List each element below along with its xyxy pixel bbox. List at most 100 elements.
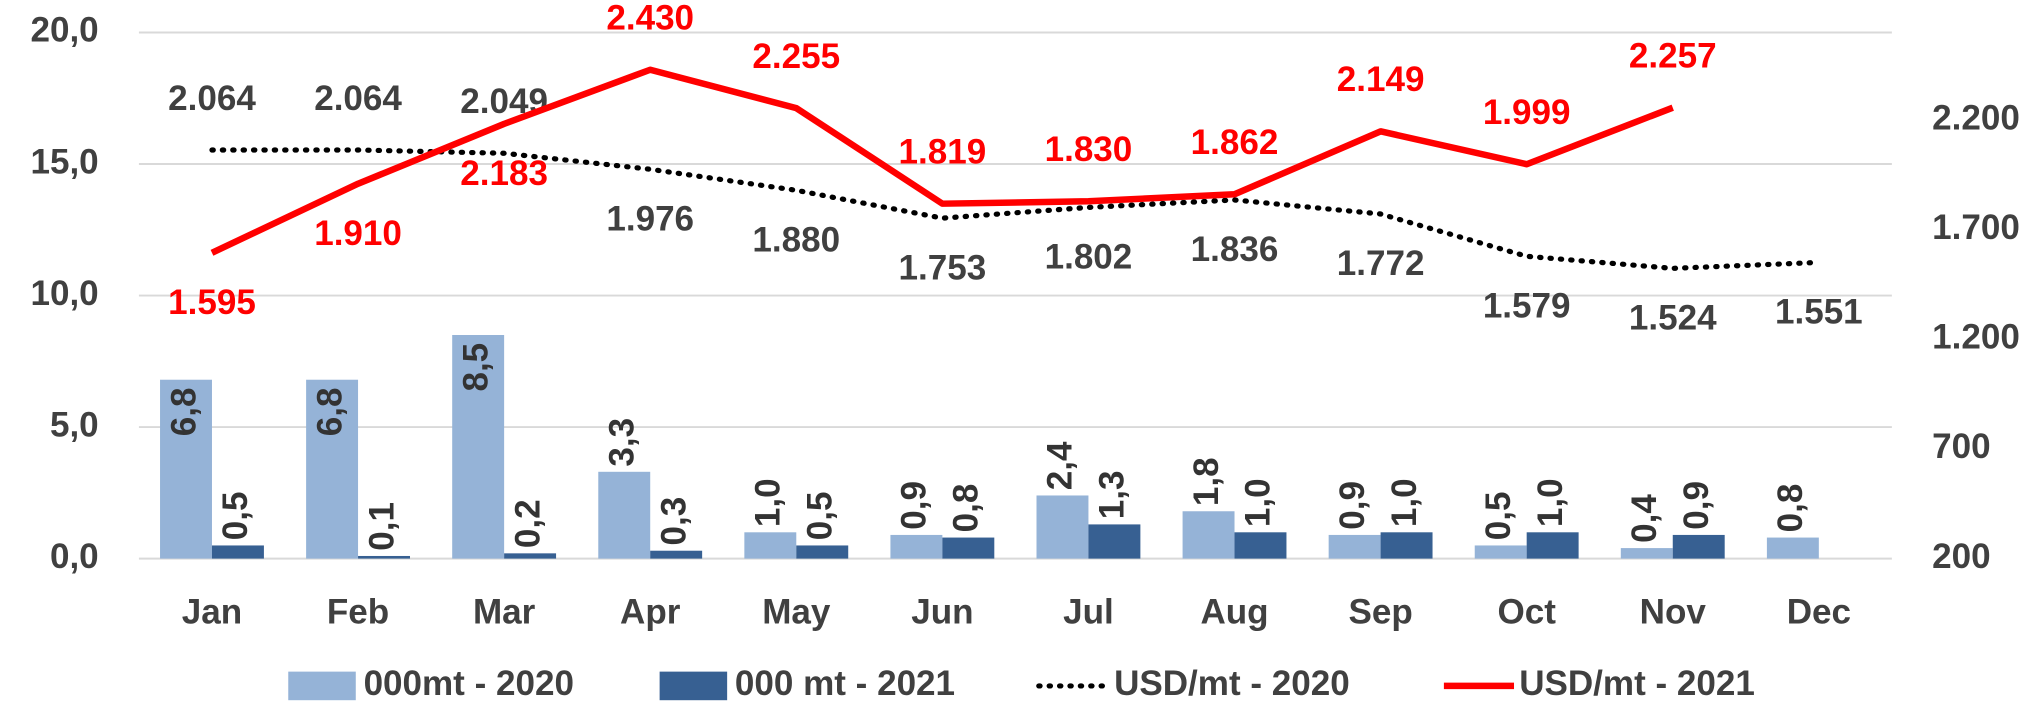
bar — [160, 379, 212, 559]
bar — [650, 550, 703, 559]
line-value-label: 1.772 — [1337, 244, 1425, 283]
line-value-label: 1.880 — [752, 221, 840, 260]
bar-value-label: 6,8 — [310, 388, 349, 437]
bar-value-label: 0,9 — [1677, 481, 1716, 530]
y-tick-label: 20,0 — [30, 11, 98, 50]
bar — [1234, 532, 1287, 559]
bar — [1036, 495, 1089, 559]
line-value-label: 2.183 — [460, 154, 548, 193]
line-value-label: 1.579 — [1483, 287, 1571, 326]
legend-swatch — [659, 671, 728, 701]
y-tick-label: 15,0 — [30, 142, 98, 181]
x-tick-label: Apr — [620, 593, 681, 632]
y2-tick-label: 200 — [1932, 537, 1990, 576]
line-value-label: 2.257 — [1629, 37, 1717, 76]
line-value-label: 2.149 — [1337, 60, 1425, 99]
bar — [504, 553, 557, 559]
x-tick-label: Dec — [1787, 593, 1851, 632]
legend-label: 000mt - 2020 — [364, 664, 574, 703]
bar-value-label: 0,4 — [1625, 494, 1664, 543]
bar — [1766, 537, 1819, 559]
line-value-label: 1.524 — [1629, 299, 1717, 338]
x-tick-label: Aug — [1200, 593, 1268, 632]
bar-value-label: 1,0 — [749, 478, 788, 527]
x-tick-label: Sep — [1348, 593, 1412, 632]
line-value-label: 2.064 — [168, 79, 256, 118]
bar — [1672, 534, 1725, 559]
bar-value-label: 0,1 — [362, 502, 401, 551]
bar — [1182, 511, 1235, 559]
line-value-label: 1.595 — [168, 283, 256, 322]
x-tick-label: Mar — [473, 593, 536, 632]
x-tick-label: May — [762, 593, 831, 632]
line-value-label: 1.819 — [899, 133, 987, 172]
x-tick-label: Nov — [1640, 593, 1707, 632]
y-tick-label: 5,0 — [50, 405, 99, 444]
y2-tick-label: 1.700 — [1932, 208, 2020, 247]
bar — [306, 379, 359, 559]
bar-value-label: 1,0 — [1239, 478, 1278, 527]
bar-value-label: 0,8 — [947, 484, 986, 533]
bar-value-label: 0,8 — [1771, 484, 1810, 533]
bar — [1474, 545, 1527, 559]
line-value-label: 1.910 — [314, 214, 402, 253]
bar-value-label: 0,5 — [216, 492, 255, 541]
bar — [358, 555, 410, 559]
bar — [211, 545, 264, 559]
legend-label: USD/mt - 2020 — [1114, 664, 1350, 703]
bar — [1526, 532, 1579, 559]
legend-swatch — [288, 671, 356, 701]
legend-label: USD/mt - 2021 — [1519, 664, 1755, 703]
bar-value-label: 1,0 — [1531, 478, 1570, 527]
line-value-label: 1.551 — [1775, 293, 1863, 332]
bar-value-label: 1,3 — [1093, 470, 1132, 519]
bar — [1328, 534, 1381, 559]
bar — [796, 545, 849, 559]
x-tick-label: Oct — [1497, 593, 1556, 632]
bar — [1088, 524, 1141, 559]
bar-value-label: 8,5 — [456, 343, 495, 392]
bar-value-label: 0,5 — [801, 492, 840, 541]
line-value-label: 1.976 — [606, 199, 694, 238]
line-value-label: 1.862 — [1191, 123, 1279, 162]
y2-tick-label: 1.200 — [1932, 318, 2020, 357]
bar-value-label: 0,9 — [895, 481, 934, 530]
x-tick-label: Jul — [1063, 593, 1114, 632]
y2-tick-label: 700 — [1932, 427, 1990, 466]
bar-value-label: 0,5 — [1479, 492, 1518, 541]
bar-value-label: 2,4 — [1041, 441, 1080, 490]
bar-value-label: 0,3 — [654, 497, 693, 546]
line — [209, 147, 1822, 271]
y-tick-label: 10,0 — [30, 274, 98, 313]
bar-value-label: 1,8 — [1187, 457, 1226, 506]
bar — [452, 335, 505, 559]
bar-value-label: 1,0 — [1385, 478, 1424, 527]
bar-value-label: 0,2 — [508, 499, 547, 548]
bar — [744, 532, 797, 559]
bar-value-label: 3,3 — [603, 418, 642, 467]
legend-label: 000 mt - 2021 — [735, 664, 955, 703]
line-value-label: 1.753 — [899, 248, 987, 287]
y2-tick-label: 2.200 — [1932, 98, 2020, 137]
bar-value-label: 0,9 — [1333, 481, 1372, 530]
y-tick-label: 0,0 — [50, 537, 99, 576]
line-value-label: 1.836 — [1191, 230, 1279, 269]
bar — [890, 534, 943, 559]
bar-value-label: 6,8 — [164, 388, 203, 437]
line-value-label: 2.255 — [752, 37, 840, 76]
bar — [942, 537, 995, 559]
bar — [1620, 548, 1673, 559]
bar — [1380, 532, 1433, 559]
bar — [598, 471, 651, 559]
x-tick-label: Jan — [182, 593, 242, 632]
x-tick-label: Jun — [911, 593, 973, 632]
line — [210, 66, 1674, 256]
x-tick-label: Feb — [327, 593, 389, 632]
line-value-label: 1.830 — [1045, 130, 1133, 169]
line-value-label: 2.064 — [314, 79, 402, 118]
line-value-label: 2.430 — [606, 0, 694, 38]
line-value-label: 1.802 — [1045, 238, 1133, 277]
line-value-label: 1.999 — [1483, 93, 1571, 132]
